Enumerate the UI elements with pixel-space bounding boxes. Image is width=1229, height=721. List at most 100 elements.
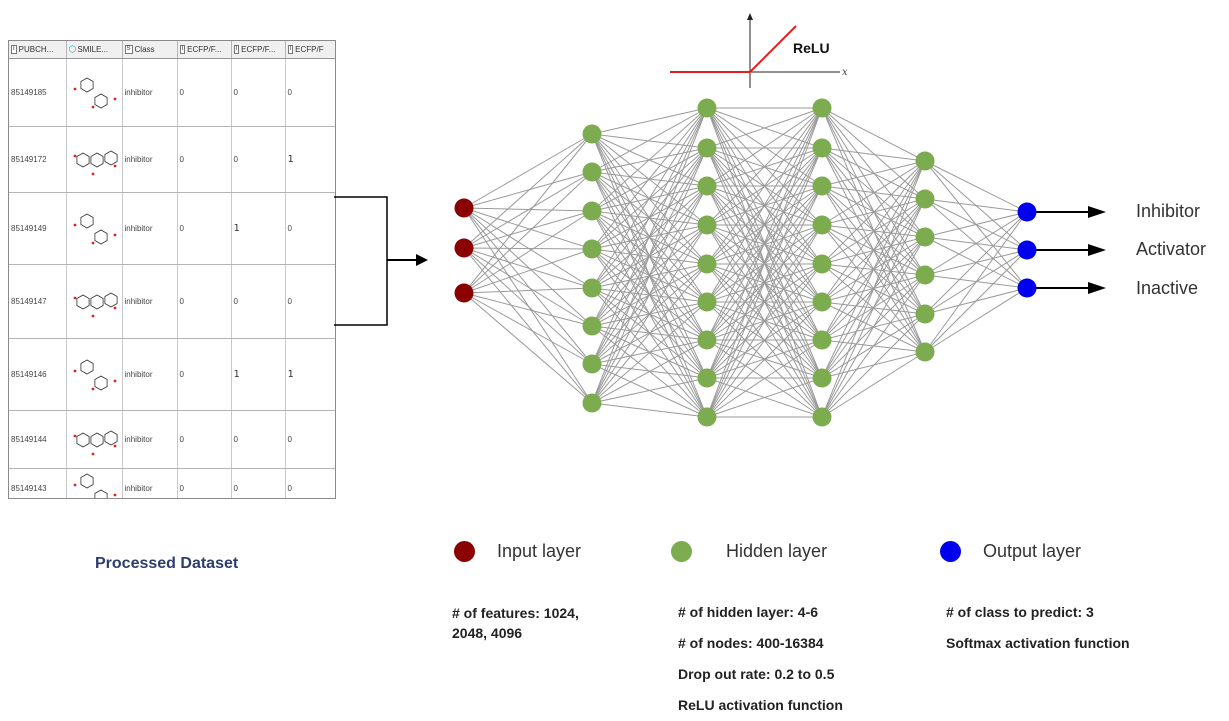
network-edge [706,107,823,187]
arrow-head-icon [416,254,428,266]
network-edge [706,263,823,418]
column-header-class[interactable]: S Class [122,41,178,59]
network-edge [463,171,593,249]
table-row[interactable]: 85149149 inhibitor 0 1 0 [9,192,335,265]
table-row[interactable]: 85149185 inhibitor 0 0 0 [9,58,335,127]
network-edge [463,133,593,294]
network-edge [463,247,593,365]
network-edge [706,147,823,418]
legend-output-layer: Output layer [940,541,1081,562]
network-edge [591,107,708,404]
ecfp-bit-cell: 1 [231,192,286,265]
network-edge [821,160,926,265]
hidden-node [812,368,832,388]
ecfp-bit-cell: 0 [285,264,335,339]
hidden-node [812,407,832,427]
column-header-pubchem[interactable]: I PUBCH... [9,41,67,59]
network-edge [924,211,1028,315]
network-edge [463,171,593,294]
output-label-activator: Activator [1136,239,1207,259]
network-edge [821,160,926,341]
info-line: 2048, 4096 [452,625,523,641]
hidden-node [697,176,717,196]
column-header-ecfp-3[interactable]: I ECFP/F [285,41,335,59]
hidden-node [697,292,717,312]
network-edge [706,377,823,418]
cell-value: 0 [287,297,292,306]
output-layer-info: # of class to predict: 3 Softmax activat… [946,597,1130,659]
network-edge [706,107,823,149]
class-cell: inhibitor [122,410,178,469]
arrow-head-icon [1088,206,1106,218]
network-edge [463,292,593,365]
table-row[interactable]: 85149146 inhibitor 0 1 1 [9,338,335,411]
cell-value: 0 [287,484,292,493]
cell-value: 85149172 [11,155,47,164]
network-edge [821,160,926,379]
integer-type-icon: I [11,45,17,55]
table-row[interactable]: 85149147 inhibitor 0 0 0 [9,264,335,339]
network-edge [591,263,708,404]
network-edge [591,402,708,418]
table-row[interactable]: 85149143 inhibitor 0 0 0 [9,468,335,498]
network-edge [463,247,593,327]
cell-value: inhibitor [124,155,153,164]
network-edge [706,107,823,303]
hidden-node [582,354,602,374]
ecfp-bit-cell: 0 [231,468,286,498]
molecule-structure-icon [73,292,117,317]
network-edge [591,301,708,404]
hidden-node [812,215,832,235]
input-node [454,198,474,218]
info-line: Softmax activation function [946,635,1130,651]
network-edge [463,210,593,294]
cell-value: 85149144 [11,435,47,444]
hidden-node [812,138,832,158]
class-cell: inhibitor [122,58,178,127]
network-edge [591,339,708,404]
info-line: # of nodes: 400-16384 [678,635,824,651]
network-edge [463,133,593,209]
table-row[interactable]: 85149172 inhibitor 0 0 1 [9,126,335,193]
network-edge [706,339,823,418]
network-edge [821,198,926,418]
input-node-legend-icon [454,541,475,562]
column-header-ecfp-2[interactable]: I ECFP/F... [231,41,286,59]
network-edge [591,224,708,404]
molecule-structure-icon [73,430,117,455]
relu-title: ReLU [793,40,830,56]
pubchem-id-cell: 85149144 [9,410,67,469]
hidden-node [812,330,832,350]
column-header-ecfp-1[interactable]: I ECFP/F... [177,41,232,59]
hidden-node [582,278,602,298]
network-edge [591,107,708,327]
table-row[interactable]: 85149144 inhibitor 0 0 0 [9,410,335,469]
class-cell: inhibitor [122,126,178,193]
network-nodes [454,98,1037,427]
ecfp-bit-cell: 1 [285,338,335,411]
cell-value: 0 [233,435,238,444]
output-node [1017,202,1037,222]
network-edge [591,377,708,404]
ecfp-bit-cell: 0 [177,264,232,339]
ecfp-bit-cell: 0 [231,264,286,339]
ecfp-bit-cell: 0 [177,58,232,127]
info-line: # of class to predict: 3 [946,604,1094,620]
hidden-node [915,265,935,285]
network-edge [591,107,708,173]
hidden-node [915,342,935,362]
column-header-smiles[interactable]: ⬡SMILE... [66,41,123,59]
network-edge [924,211,1028,276]
cell-value: inhibitor [124,370,153,379]
ecfp-bit-cell: 0 [177,338,232,411]
class-cell: inhibitor [122,338,178,411]
integer-type-icon: I [179,45,186,55]
network-edge [924,211,1028,238]
hidden-node [582,393,602,413]
cell-value: 0 [179,88,184,97]
hidden-node [697,254,717,274]
cell-value: 0 [287,88,292,97]
ecfp-bit-cell: 0 [285,410,335,469]
molecule-structure-icon [73,359,116,390]
hidden-node [697,215,717,235]
